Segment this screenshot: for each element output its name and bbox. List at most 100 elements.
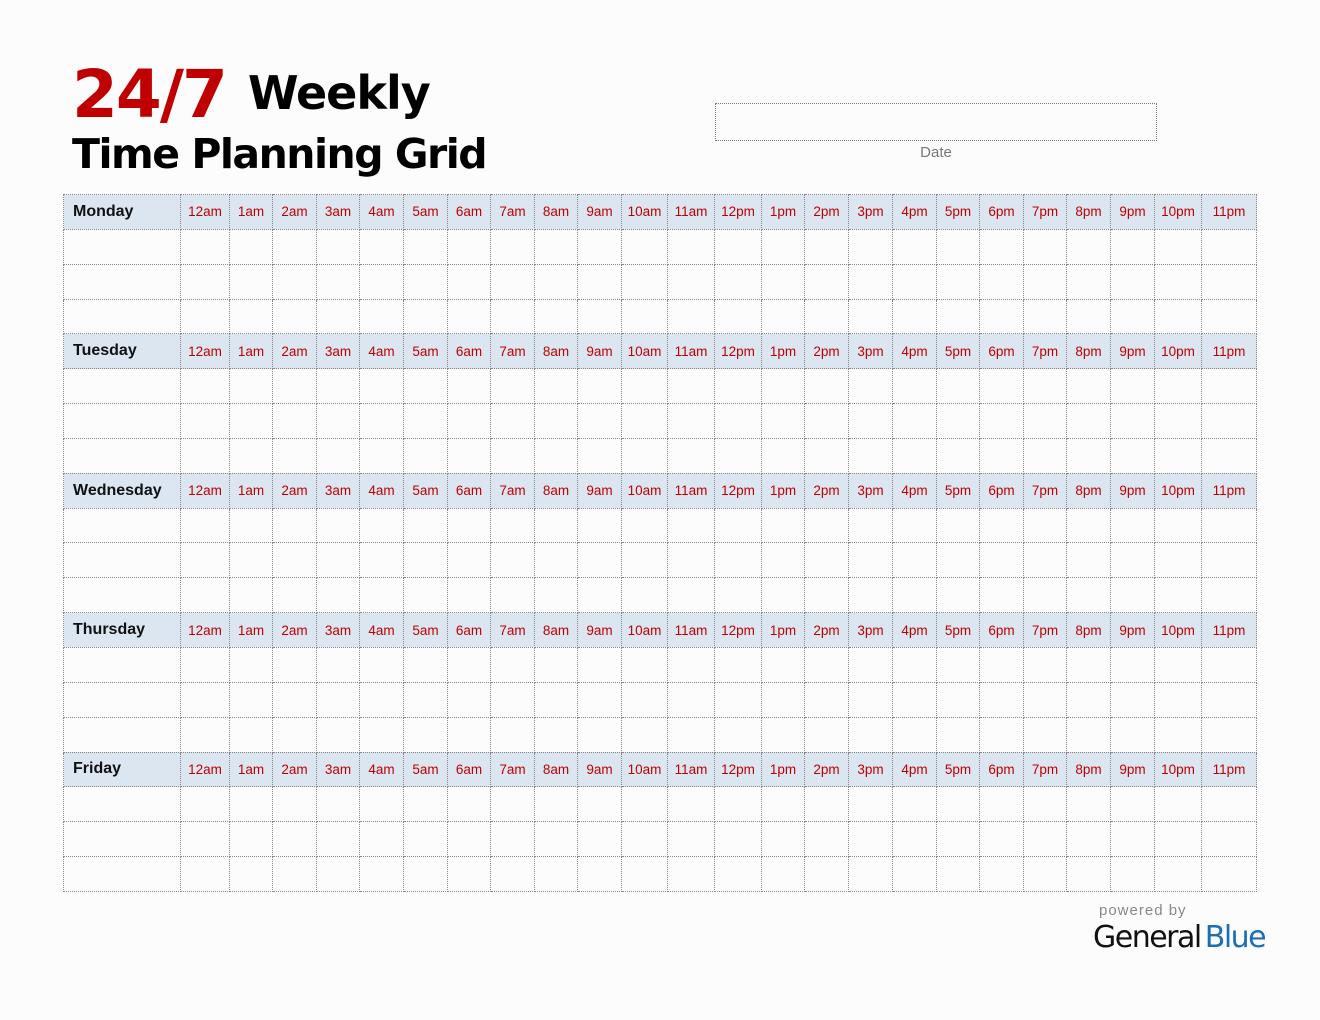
planning-cell[interactable] <box>63 542 181 579</box>
planning-cell[interactable] <box>447 507 491 544</box>
planning-cell[interactable] <box>180 437 230 474</box>
planning-cell[interactable] <box>621 856 668 892</box>
planning-cell[interactable] <box>229 716 273 753</box>
planning-cell[interactable] <box>892 646 937 683</box>
planning-cell[interactable] <box>534 263 578 300</box>
planning-cell[interactable] <box>1023 403 1067 439</box>
planning-cell[interactable] <box>804 716 849 753</box>
planning-cell[interactable] <box>359 542 404 579</box>
planning-cell[interactable] <box>621 577 668 614</box>
planning-cell[interactable] <box>621 228 668 265</box>
planning-cell[interactable] <box>1201 507 1257 544</box>
planning-cell[interactable] <box>1023 821 1067 858</box>
planning-cell[interactable] <box>63 298 181 335</box>
planning-cell[interactable] <box>359 681 404 718</box>
planning-cell[interactable] <box>1110 298 1155 335</box>
planning-cell[interactable] <box>1110 368 1155 405</box>
planning-cell[interactable] <box>490 542 535 579</box>
planning-cell[interactable] <box>403 542 448 579</box>
planning-cell[interactable] <box>272 298 317 335</box>
planning-cell[interactable] <box>621 437 668 474</box>
planning-cell[interactable] <box>447 228 491 265</box>
planning-cell[interactable] <box>714 786 762 823</box>
planning-cell[interactable] <box>848 786 893 823</box>
planning-cell[interactable] <box>667 681 715 718</box>
planning-cell[interactable] <box>936 542 980 579</box>
planning-cell[interactable] <box>1066 821 1111 858</box>
planning-cell[interactable] <box>936 681 980 718</box>
planning-cell[interactable] <box>1201 228 1257 265</box>
planning-cell[interactable] <box>447 263 491 300</box>
planning-cell[interactable] <box>490 298 535 335</box>
planning-cell[interactable] <box>577 263 622 300</box>
planning-cell[interactable] <box>936 228 980 265</box>
planning-cell[interactable] <box>316 542 360 579</box>
planning-cell[interactable] <box>490 681 535 718</box>
planning-cell[interactable] <box>272 577 317 614</box>
planning-cell[interactable] <box>979 403 1024 439</box>
planning-cell[interactable] <box>1066 263 1111 300</box>
planning-cell[interactable] <box>229 368 273 405</box>
planning-cell[interactable] <box>180 403 230 439</box>
planning-cell[interactable] <box>1066 228 1111 265</box>
planning-cell[interactable] <box>534 821 578 858</box>
planning-cell[interactable] <box>577 681 622 718</box>
planning-cell[interactable] <box>1201 437 1257 474</box>
planning-cell[interactable] <box>1201 368 1257 405</box>
planning-cell[interactable] <box>848 681 893 718</box>
planning-cell[interactable] <box>936 437 980 474</box>
planning-cell[interactable] <box>316 577 360 614</box>
planning-cell[interactable] <box>490 507 535 544</box>
planning-cell[interactable] <box>1201 716 1257 753</box>
planning-cell[interactable] <box>447 716 491 753</box>
planning-cell[interactable] <box>979 577 1024 614</box>
planning-cell[interactable] <box>892 263 937 300</box>
planning-cell[interactable] <box>447 821 491 858</box>
planning-cell[interactable] <box>848 298 893 335</box>
planning-cell[interactable] <box>359 263 404 300</box>
planning-cell[interactable] <box>714 298 762 335</box>
planning-cell[interactable] <box>403 716 448 753</box>
planning-cell[interactable] <box>848 437 893 474</box>
planning-cell[interactable] <box>761 856 805 892</box>
planning-cell[interactable] <box>621 507 668 544</box>
planning-cell[interactable] <box>892 681 937 718</box>
planning-cell[interactable] <box>534 716 578 753</box>
planning-cell[interactable] <box>1066 507 1111 544</box>
planning-cell[interactable] <box>272 228 317 265</box>
planning-cell[interactable] <box>936 821 980 858</box>
planning-cell[interactable] <box>63 716 181 753</box>
planning-cell[interactable] <box>316 716 360 753</box>
planning-cell[interactable] <box>534 856 578 892</box>
planning-cell[interactable] <box>1110 507 1155 544</box>
planning-cell[interactable] <box>1110 542 1155 579</box>
planning-cell[interactable] <box>63 403 181 439</box>
planning-cell[interactable] <box>316 298 360 335</box>
planning-cell[interactable] <box>534 403 578 439</box>
planning-cell[interactable] <box>714 577 762 614</box>
planning-cell[interactable] <box>1110 577 1155 614</box>
planning-cell[interactable] <box>1023 786 1067 823</box>
planning-cell[interactable] <box>804 577 849 614</box>
planning-cell[interactable] <box>229 646 273 683</box>
planning-cell[interactable] <box>272 403 317 439</box>
planning-cell[interactable] <box>1110 437 1155 474</box>
planning-cell[interactable] <box>403 403 448 439</box>
planning-cell[interactable] <box>621 716 668 753</box>
planning-cell[interactable] <box>272 786 317 823</box>
planning-cell[interactable] <box>229 263 273 300</box>
planning-cell[interactable] <box>667 821 715 858</box>
planning-cell[interactable] <box>804 507 849 544</box>
planning-cell[interactable] <box>667 298 715 335</box>
planning-cell[interactable] <box>667 542 715 579</box>
planning-cell[interactable] <box>63 507 181 544</box>
planning-cell[interactable] <box>447 403 491 439</box>
planning-cell[interactable] <box>621 368 668 405</box>
planning-cell[interactable] <box>979 368 1024 405</box>
planning-cell[interactable] <box>979 542 1024 579</box>
planning-cell[interactable] <box>714 368 762 405</box>
planning-cell[interactable] <box>848 856 893 892</box>
planning-cell[interactable] <box>180 507 230 544</box>
planning-cell[interactable] <box>761 786 805 823</box>
planning-cell[interactable] <box>534 228 578 265</box>
